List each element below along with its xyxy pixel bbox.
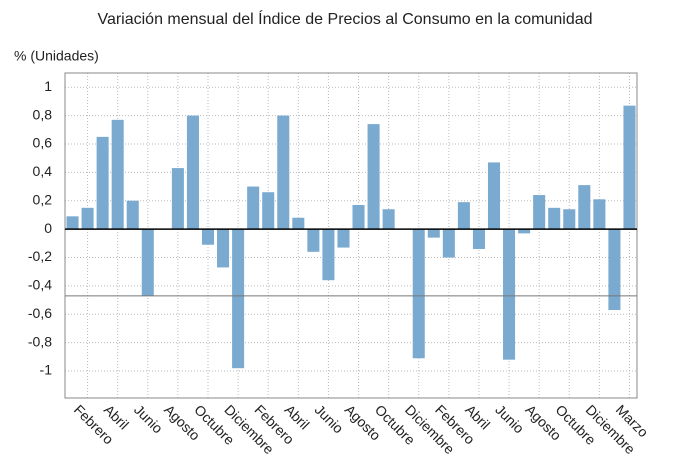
bar — [277, 115, 290, 230]
y-tick-label: -0,8 — [28, 333, 52, 349]
bar — [623, 105, 636, 230]
bar — [608, 229, 621, 311]
bar — [111, 119, 124, 230]
bar — [578, 185, 591, 230]
bar — [126, 200, 139, 230]
bar — [563, 209, 576, 230]
bar — [141, 229, 154, 296]
bar — [217, 229, 230, 268]
bar — [548, 207, 561, 230]
bar — [593, 199, 606, 230]
y-tick-label: -0,6 — [28, 305, 52, 321]
x-tick-label: Junio — [131, 401, 166, 436]
bar — [322, 229, 335, 281]
bar — [66, 216, 79, 230]
bar — [292, 217, 305, 230]
x-tick-label: Junio — [492, 401, 527, 436]
bar — [412, 229, 425, 359]
bar — [533, 195, 546, 230]
bar — [367, 124, 380, 230]
bar — [472, 229, 485, 249]
bar — [382, 209, 395, 230]
x-tick-label: Junio — [312, 401, 347, 436]
bar — [518, 229, 531, 234]
y-tick-label: 0,6 — [33, 135, 53, 151]
bar — [427, 229, 440, 238]
y-tick-label: -0,2 — [28, 248, 52, 264]
y-tick-label: -0,4 — [28, 277, 52, 293]
y-axis-label: % (Unidades) — [14, 48, 99, 64]
bar — [457, 202, 470, 230]
y-tick-label: -1 — [40, 362, 53, 378]
bar — [201, 229, 215, 245]
bar — [81, 207, 94, 230]
plot-frame — [64, 72, 638, 399]
y-tick-label: 0,2 — [33, 191, 53, 207]
bar — [247, 186, 260, 230]
bar — [232, 229, 245, 369]
y-tick-label: 0 — [44, 220, 52, 236]
bar — [262, 192, 275, 230]
bar — [442, 229, 455, 258]
bar — [352, 204, 365, 230]
bar — [96, 136, 109, 230]
bar — [337, 229, 350, 248]
y-tick-label: 0,8 — [33, 106, 53, 122]
bar — [307, 229, 320, 252]
y-tick-label: 1 — [44, 78, 52, 94]
bar — [487, 162, 501, 230]
chart-title: Variación mensual del Índice de Precios … — [97, 9, 592, 28]
y-tick-label: 0,4 — [33, 163, 53, 179]
bar — [171, 168, 184, 230]
bar — [186, 115, 199, 230]
bar — [503, 229, 516, 360]
